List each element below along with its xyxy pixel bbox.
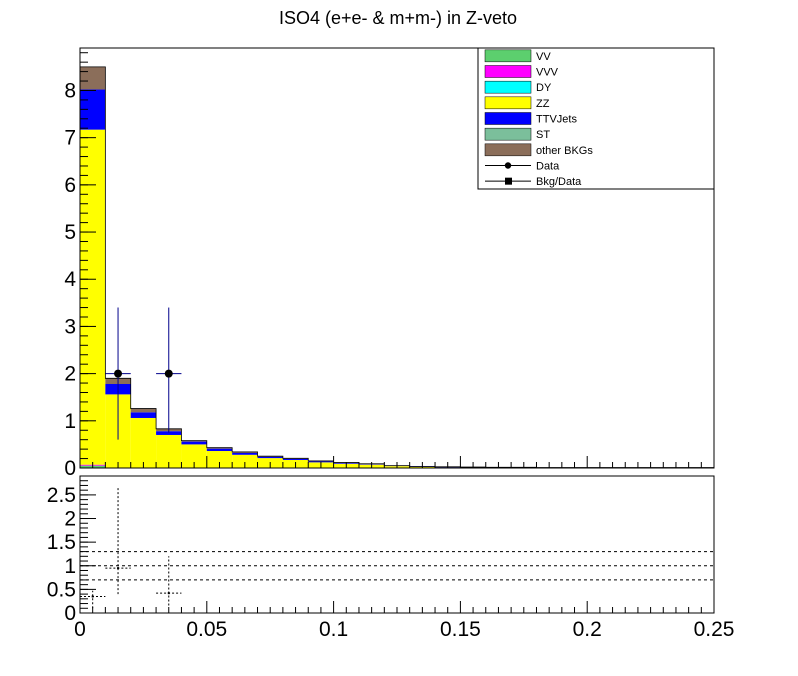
legend-swatch-vvv xyxy=(484,65,532,78)
bar-other-bkgs-bin-6 xyxy=(232,451,258,453)
bar-zz-bin-4 xyxy=(181,444,207,468)
bar-ttvjets-bin-8 xyxy=(282,458,309,460)
upper-y-tick-label-2: 2 xyxy=(64,363,76,386)
ratio-point-1 xyxy=(117,567,120,570)
lower-y-tick-label-0.5: 0.5 xyxy=(47,578,76,601)
bar-ttvjets-bin-7 xyxy=(257,456,283,459)
bar-other-bkgs-bin-4 xyxy=(181,440,207,442)
x-tick-label-0.05: 0.05 xyxy=(186,618,227,641)
upper-y-tick-label-5: 5 xyxy=(64,221,76,244)
legend-label-data: Data xyxy=(536,161,560,173)
legend-label-vvv: VVV xyxy=(536,67,559,79)
bar-other-bkgs-bin-2 xyxy=(130,408,157,413)
upper-y-tick-label-1: 1 xyxy=(64,410,76,433)
x-tick-label-0.1: 0.1 xyxy=(319,618,348,641)
legend-label-bkg-data: Bkg/Data xyxy=(536,176,582,188)
legend-swatch-other-bkgs xyxy=(484,143,532,157)
ratio-point-2 xyxy=(167,592,170,595)
legend-swatch-ttvjets xyxy=(484,112,532,125)
legend-label-zz: ZZ xyxy=(536,98,550,110)
x-tick-label-0.15: 0.15 xyxy=(440,618,481,641)
upper-y-tick-label-3: 3 xyxy=(64,315,76,338)
legend-label-dy: DY xyxy=(536,82,552,94)
legend-label-other-bkgs: other BKGs xyxy=(536,145,593,157)
bar-zz-bin-6 xyxy=(232,454,258,468)
lower-y-tick-label-0: 0 xyxy=(64,602,76,625)
x-tick-label-0.2: 0.2 xyxy=(573,618,602,641)
legend-marker-data xyxy=(504,162,512,169)
upper-y-tick-label-6: 6 xyxy=(64,174,76,197)
upper-y-tick-label-7: 7 xyxy=(64,127,76,150)
lower-y-tick-label-1.5: 1.5 xyxy=(47,531,76,554)
legend-swatch-vv xyxy=(484,49,532,63)
lower-y-tick-label-2: 2 xyxy=(64,508,76,531)
x-tick-label-0: 0 xyxy=(74,618,86,641)
lower-y-tick-label-1: 1 xyxy=(64,555,76,578)
data-point-0 xyxy=(114,369,123,378)
bar-zz-bin-5 xyxy=(206,451,233,468)
bar-other-bkgs-bin-0 xyxy=(80,66,106,90)
bar-ttvjets-bin-4 xyxy=(181,441,207,445)
legend-label-ttvjets: TTVJets xyxy=(536,114,577,126)
lower-y-tick-label-2.5: 2.5 xyxy=(47,484,76,507)
x-tick-label-0.25: 0.25 xyxy=(694,618,735,641)
chart-title: ISO4 (e+e- & m+m-) in Z-veto xyxy=(279,8,517,28)
legend-swatch-dy xyxy=(484,80,532,94)
bar-ttvjets-bin-6 xyxy=(232,452,258,455)
bar-zz-bin-0 xyxy=(80,129,106,465)
upper-y-tick-label-8: 8 xyxy=(64,79,76,102)
bar-ttvjets-bin-5 xyxy=(206,448,233,452)
legend-swatch-zz xyxy=(484,96,532,110)
legend-label-vv: VV xyxy=(536,51,551,63)
bar-ttvjets-bin-9 xyxy=(308,461,334,463)
legend-swatch-st xyxy=(484,127,532,141)
data-point-1 xyxy=(164,369,173,378)
legend-label-st: ST xyxy=(536,129,550,141)
legend-marker-bkg-data xyxy=(505,177,512,185)
upper-y-tick-label-4: 4 xyxy=(64,268,76,291)
bar-ttvjets-bin-2 xyxy=(130,412,157,418)
bar-ttvjets-bin-3 xyxy=(156,431,182,435)
lower-pad-frame xyxy=(79,475,715,614)
bar-zz-bin-2 xyxy=(130,417,157,468)
bar-other-bkgs-bin-5 xyxy=(206,447,233,449)
upper-y-tick-label-0: 0 xyxy=(64,457,76,480)
ratio-point-0 xyxy=(91,595,94,598)
